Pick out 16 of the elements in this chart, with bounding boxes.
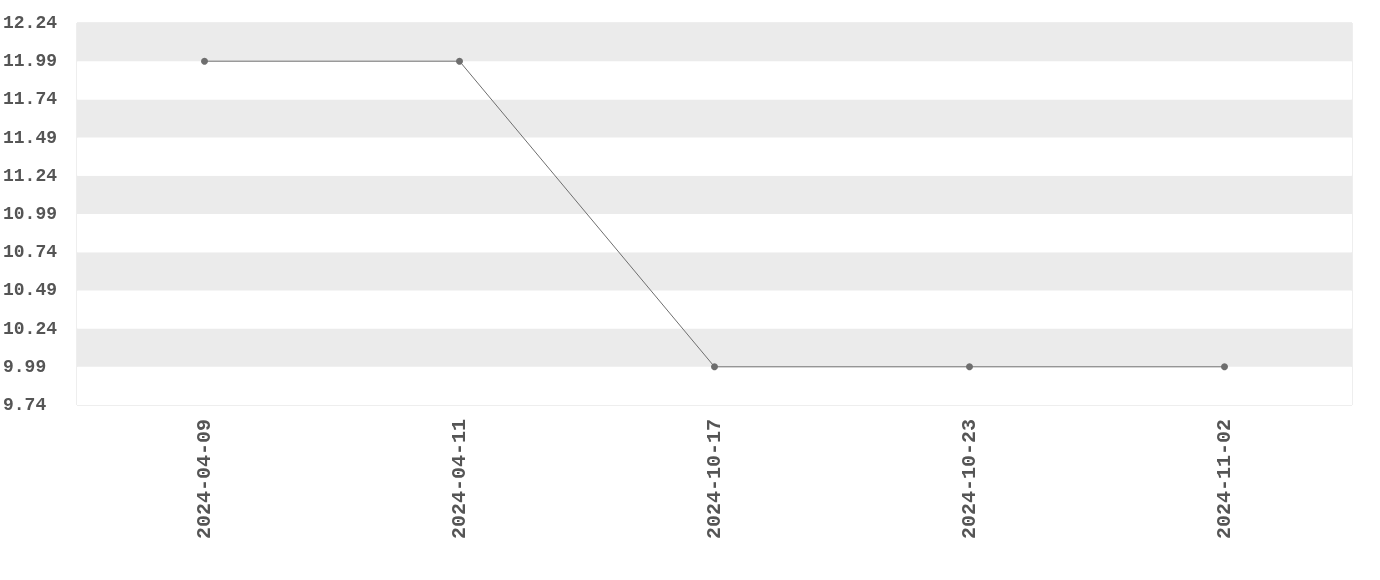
y-tick-label: 10.24 — [3, 318, 58, 339]
x-tick-label: 2024-04-11 — [448, 419, 471, 540]
y-tick-label: 11.49 — [3, 127, 58, 148]
y-tick-label: 11.74 — [3, 89, 58, 110]
y-tick-label: 11.24 — [3, 165, 58, 186]
y-tick-label: 10.49 — [3, 280, 58, 301]
x-tick-label: 2024-11-02 — [1213, 419, 1236, 540]
y-tick-label: 10.99 — [3, 204, 58, 224]
y-tick-label: 9.74 — [3, 395, 47, 415]
x-tick-label: 2024-10-23 — [958, 419, 981, 540]
y-tick-label: 10.74 — [3, 242, 58, 263]
y-tick-label: 9.99 — [3, 356, 47, 377]
y-tick-label: 11.99 — [3, 51, 58, 72]
y-tick-label: 12.24 — [3, 13, 58, 33]
x-tick-label: 2024-04-09 — [193, 419, 216, 540]
x-tick-label: 2024-10-17 — [703, 419, 726, 540]
